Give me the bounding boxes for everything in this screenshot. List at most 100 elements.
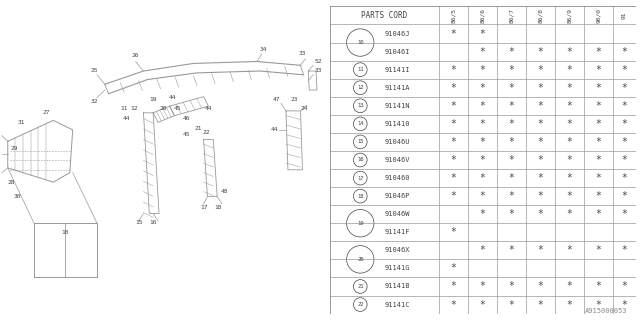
Text: *: * [566,191,572,201]
Text: 15: 15 [357,140,364,144]
Text: *: * [621,209,627,219]
Text: 11: 11 [357,67,364,72]
Text: *: * [566,119,572,129]
Text: *: * [538,119,543,129]
Text: 23: 23 [291,97,298,102]
Text: *: * [538,245,543,255]
Text: *: * [566,83,572,93]
Text: *: * [595,83,601,93]
Text: *: * [621,137,627,147]
Text: 91046J: 91046J [385,30,410,36]
Text: *: * [566,282,572,292]
Text: 44: 44 [205,107,212,111]
Text: PARTS CORD: PARTS CORD [361,11,408,20]
Text: *: * [479,47,486,57]
Text: *: * [451,155,456,165]
Text: *: * [509,65,515,75]
Text: *: * [479,245,486,255]
Text: *: * [621,282,627,292]
Text: 45: 45 [182,132,190,137]
Text: 29: 29 [11,146,19,151]
Text: 44: 44 [169,95,176,100]
Text: 91046W: 91046W [385,211,410,217]
Text: *: * [621,83,627,93]
Text: 33: 33 [314,68,322,74]
Text: *: * [595,119,601,129]
Text: *: * [479,65,486,75]
Text: 911410: 911410 [385,121,410,127]
Text: 19: 19 [149,97,157,102]
Text: *: * [538,155,543,165]
Text: *: * [509,282,515,292]
Text: 86/9: 86/9 [567,8,572,23]
Text: *: * [538,173,543,183]
Text: *: * [451,101,456,111]
Text: 32: 32 [90,99,98,104]
Text: 24: 24 [301,107,308,111]
Text: *: * [595,282,601,292]
Text: 26: 26 [132,53,140,58]
Text: 17: 17 [357,176,364,180]
Text: *: * [509,155,515,165]
Text: 52: 52 [314,59,322,64]
Text: 91141F: 91141F [385,229,410,235]
Text: *: * [538,65,543,75]
Text: *: * [451,28,456,38]
Text: 46: 46 [182,116,190,121]
Text: 14: 14 [357,121,364,126]
Text: *: * [595,191,601,201]
Text: *: * [509,47,515,57]
Text: *: * [566,155,572,165]
Text: *: * [621,47,627,57]
Text: *: * [595,137,601,147]
Text: 12: 12 [130,106,138,110]
Text: 91141G: 91141G [385,265,410,271]
Text: 22: 22 [203,130,210,135]
Text: 13: 13 [357,103,364,108]
Text: *: * [451,191,456,201]
Text: 91046I: 91046I [385,49,410,55]
Text: 22: 22 [357,302,364,307]
Text: 25: 25 [90,68,98,73]
Text: *: * [538,282,543,292]
Text: *: * [479,209,486,219]
Text: *: * [566,47,572,57]
Text: *: * [621,101,627,111]
Text: *: * [595,101,601,111]
Text: 33: 33 [299,52,306,56]
Text: *: * [451,83,456,93]
Text: *: * [479,300,486,309]
Text: 48: 48 [221,189,228,194]
Text: 21: 21 [195,125,202,131]
Text: *: * [538,209,543,219]
Text: *: * [621,119,627,129]
Text: *: * [595,245,601,255]
Text: *: * [595,155,601,165]
Text: *: * [538,101,543,111]
Text: *: * [479,83,486,93]
Text: *: * [451,227,456,237]
Text: 28: 28 [8,180,15,185]
Text: *: * [509,173,515,183]
Text: *: * [566,173,572,183]
Text: *: * [538,191,543,201]
Text: A915000053: A915000053 [585,308,627,314]
Text: *: * [621,65,627,75]
Text: *: * [509,245,515,255]
Text: 19: 19 [357,221,364,226]
Text: 91141I: 91141I [385,67,410,73]
Text: *: * [538,137,543,147]
Text: 86/7: 86/7 [509,8,514,23]
Text: 30: 30 [13,194,21,199]
Text: *: * [451,282,456,292]
Text: *: * [509,300,515,309]
Text: *: * [621,173,627,183]
Text: *: * [479,119,486,129]
Text: *: * [566,65,572,75]
Text: *: * [479,28,486,38]
Text: 10: 10 [357,40,364,45]
Text: *: * [538,83,543,93]
Text: 91141B: 91141B [385,284,410,290]
Text: *: * [451,173,456,183]
Text: 910460: 910460 [385,175,410,181]
